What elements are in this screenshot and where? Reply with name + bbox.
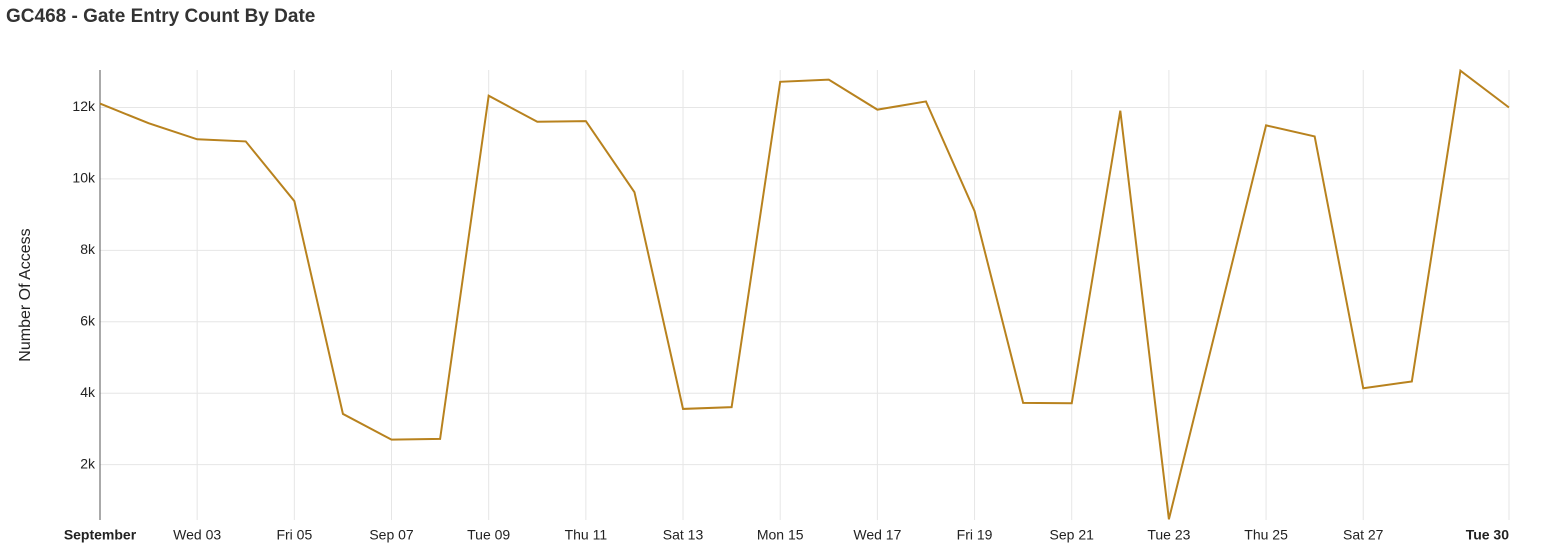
x-tick-label: Sat 13 [663,527,704,543]
y-tick-label: 12k [72,98,96,114]
y-axis-label: Number Of Access [17,228,34,361]
x-tick-label: September [64,527,137,543]
y-tick-label: 8k [80,241,96,257]
x-tick-label: Tue 30 [1466,527,1510,543]
x-tick-label: Wed 03 [173,527,221,543]
y-tick-label: 4k [80,384,96,400]
y-tick-label: 10k [72,170,96,186]
data-line [99,68,1510,520]
x-tick-label: Sep 21 [1050,527,1095,543]
chart-title: GC468 - Gate Entry Count By Date [6,6,315,27]
x-tick-label: Wed 17 [853,527,901,543]
x-tick-label: Sat 27 [1343,527,1384,543]
x-tick-label: Thu 25 [1244,527,1288,543]
x-tick-label: Tue 23 [1147,527,1190,543]
y-tick-label: 6k [80,312,96,328]
y-tick-label: 2k [80,455,96,471]
x-tick-label: Fri 05 [276,527,312,543]
x-tick-label: Tue 09 [467,527,510,543]
x-tick-label: Mon 15 [757,527,804,543]
x-tick-label: Fri 19 [957,527,993,543]
x-tick-label: Sep 07 [369,527,414,543]
x-tick-label: Thu 11 [565,527,608,543]
